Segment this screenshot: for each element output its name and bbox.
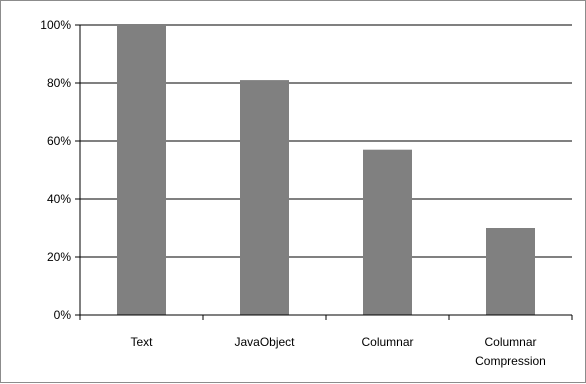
y-tick-label: 60% — [47, 134, 71, 148]
x-tick-label: Compression — [475, 354, 546, 368]
y-tick-label: 0% — [54, 308, 72, 322]
bars — [117, 25, 535, 315]
y-tick-label: 20% — [47, 250, 71, 264]
y-tick-label: 80% — [47, 76, 71, 90]
y-tick-label: 40% — [47, 192, 71, 206]
axes — [75, 24, 573, 320]
bar — [486, 228, 535, 315]
bar — [363, 149, 412, 315]
bar — [117, 25, 166, 315]
y-tick-label: 100% — [40, 18, 71, 32]
x-tick-label: Columnar — [361, 335, 413, 349]
x-tick-label: Columnar — [484, 335, 536, 349]
tick-labels: 0% 20% 40% 60% 80% 100% Text JavaObject Columnar… — [40, 18, 546, 368]
bar — [240, 80, 289, 315]
x-tick-label: JavaObject — [234, 335, 295, 349]
x-tick-label: Text — [130, 335, 153, 349]
